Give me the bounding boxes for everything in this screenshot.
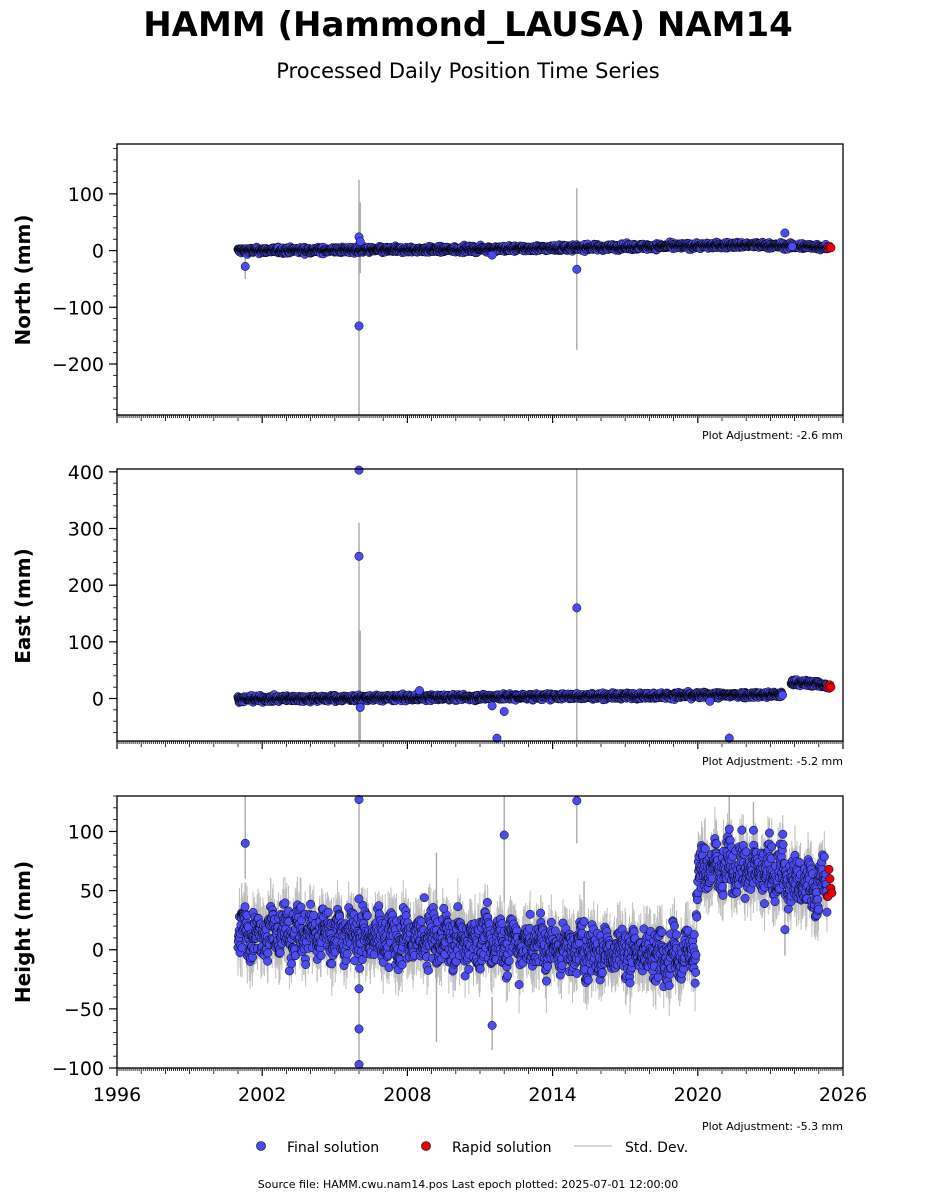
y-tick-label: −100 bbox=[52, 297, 104, 319]
final-solution-point bbox=[572, 264, 582, 274]
chart-title: HAMM (Hammond_LAUSA) NAM14 bbox=[143, 5, 793, 45]
final-solution-point bbox=[780, 228, 790, 238]
north-plot-frame bbox=[116, 143, 844, 416]
y-tick-label: 100 bbox=[68, 184, 104, 206]
final-solution-point bbox=[354, 321, 364, 331]
final-solution-point bbox=[787, 242, 797, 252]
y-tick-label: −200 bbox=[52, 354, 104, 376]
final-solution-point bbox=[355, 237, 365, 246]
north-plot-adjustment: Plot Adjustment: -2.6 mm bbox=[702, 429, 843, 442]
north-axes: 100 0 −100 −200 bbox=[52, 148, 844, 423]
north-panel: 100 0 −100 −200 North (mm) Plot Adjustment:… bbox=[11, 143, 844, 442]
rapid-solution-point bbox=[826, 243, 836, 253]
north-points bbox=[233, 228, 836, 331]
chart-subtitle: Processed Daily Position Time Series bbox=[276, 59, 660, 83]
north-std-dev-bars bbox=[237, 179, 828, 415]
final-solution-point bbox=[240, 262, 250, 271]
north-axis-label: North (mm) bbox=[11, 214, 35, 345]
final-solution-point bbox=[487, 250, 497, 260]
y-tick-label: 0 bbox=[92, 241, 104, 263]
